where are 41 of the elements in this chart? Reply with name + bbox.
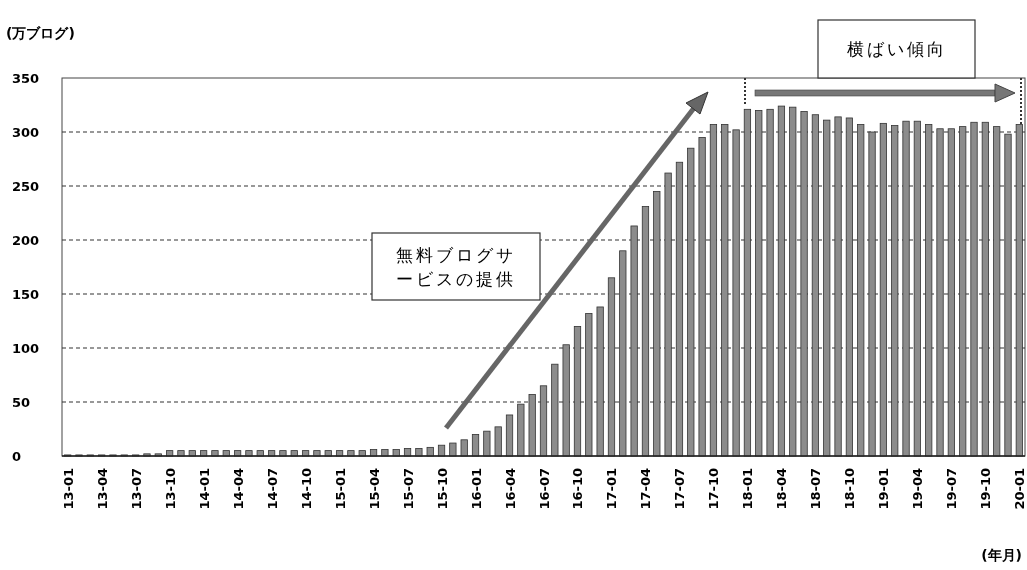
x-tick-label: 15-01 — [332, 468, 348, 510]
y-tick-label: 0 — [12, 449, 22, 464]
x-tick-label: 16-10 — [570, 468, 586, 510]
x-tick-label: 15-07 — [400, 468, 416, 510]
x-tick-label: 18-07 — [808, 468, 824, 510]
x-tick-label: 13-01 — [60, 468, 76, 510]
x-tick-label: 18-10 — [842, 468, 858, 510]
x-tick-label: 16-04 — [502, 468, 518, 510]
x-tick-label: 18-01 — [740, 468, 756, 510]
x-tick-label: 17-10 — [706, 468, 722, 510]
x-tick-label: 18-04 — [774, 468, 790, 510]
x-tick-label: 17-01 — [604, 468, 620, 510]
text: 横ばい傾向 — [846, 39, 947, 59]
annotation: 無料ブログサービスの提供 — [396, 244, 516, 289]
x-tick-label: 17-04 — [638, 468, 654, 510]
x-tick-label: 15-04 — [366, 468, 382, 510]
x-tick-label: 13-04 — [94, 468, 110, 510]
y-tick-label: 250 — [12, 179, 40, 194]
x-tick-label: 19-07 — [944, 468, 960, 510]
y-tick-label: 200 — [12, 233, 40, 248]
x-tick-label: 14-10 — [298, 468, 314, 510]
y-tick-label: 50 — [12, 395, 31, 410]
x-tick-label: 16-01 — [468, 468, 484, 510]
x-tick-label: 19-04 — [910, 468, 926, 510]
x-tick-label: 13-07 — [128, 468, 144, 510]
y-tick-label: 100 — [12, 341, 40, 356]
x-tick-label: 14-01 — [196, 468, 212, 510]
y-tick-label: 150 — [12, 287, 40, 302]
y-tick-label: 300 — [12, 125, 40, 140]
x-tick-label: 14-04 — [230, 468, 246, 510]
x-tick-label: 13-10 — [162, 468, 178, 510]
x-tick-label: 16-07 — [536, 468, 552, 510]
y-tick-label: 350 — [12, 71, 40, 86]
x-tick-label: 14-07 — [264, 468, 280, 510]
x-axis-title: (年月) — [981, 547, 1022, 563]
y-axis-title: (万ブログ) — [6, 25, 75, 41]
x-tick-label: 20-01 — [1012, 468, 1027, 510]
x-tick-label: 15-10 — [434, 468, 450, 510]
x-tick-label: 19-01 — [876, 468, 892, 510]
x-tick-label: 19-10 — [978, 468, 994, 510]
x-tick-label: 17-07 — [672, 468, 688, 510]
